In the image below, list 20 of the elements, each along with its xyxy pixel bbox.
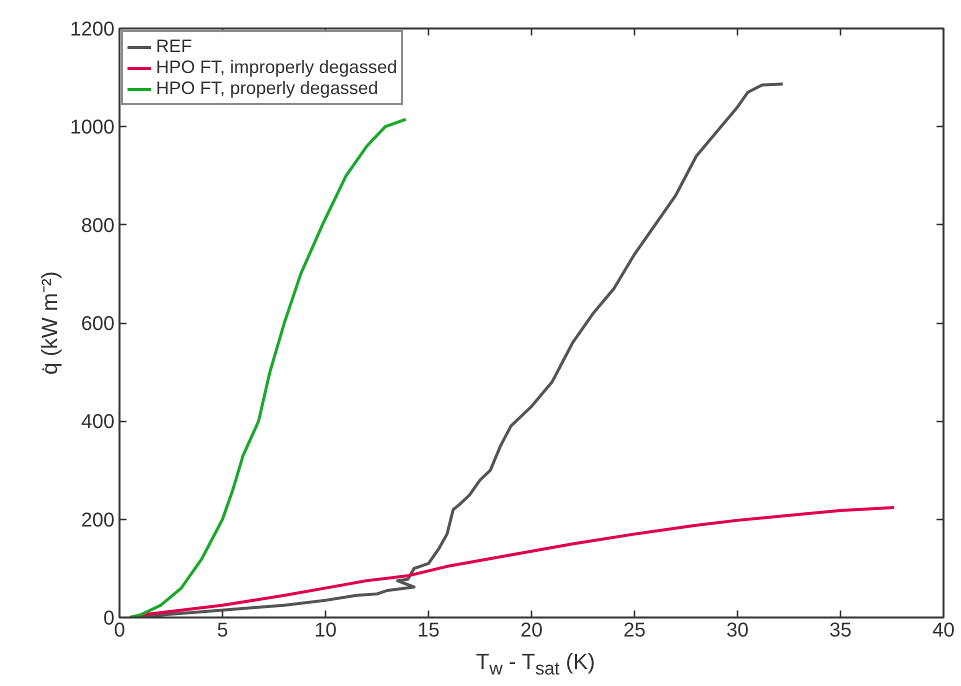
- line-series: [128, 118, 408, 618]
- y-tick-label: 200: [81, 509, 115, 532]
- x-tick-label: 20: [520, 620, 543, 642]
- x-tick-label: 35: [829, 620, 852, 642]
- y-tick-label: 800: [81, 214, 115, 237]
- x-tick-label: 25: [623, 620, 646, 642]
- y-axis-title: q̇ (kW m⁻²): [37, 271, 62, 375]
- legend-label: REF: [156, 36, 192, 57]
- y-tick-label: 1000: [70, 116, 115, 139]
- x-tick-label: 5: [216, 620, 228, 642]
- x-tick-label: 40: [932, 620, 955, 642]
- x-axis-title: T$_{w}$ - T$_{sat}$ (K): [476, 648, 596, 680]
- legend-label: HPO FT, properly degassed: [156, 78, 378, 99]
- y-tick-label: 600: [81, 313, 115, 335]
- y-tick-label: 400: [81, 411, 115, 434]
- x-tick-label: 30: [726, 620, 749, 642]
- legend-label: HPO FT, improperly degassed: [156, 57, 398, 78]
- x-tick-label: 10: [314, 620, 337, 642]
- y-tick-label: 1200: [70, 18, 115, 40]
- x-tick-label: 15: [417, 620, 440, 642]
